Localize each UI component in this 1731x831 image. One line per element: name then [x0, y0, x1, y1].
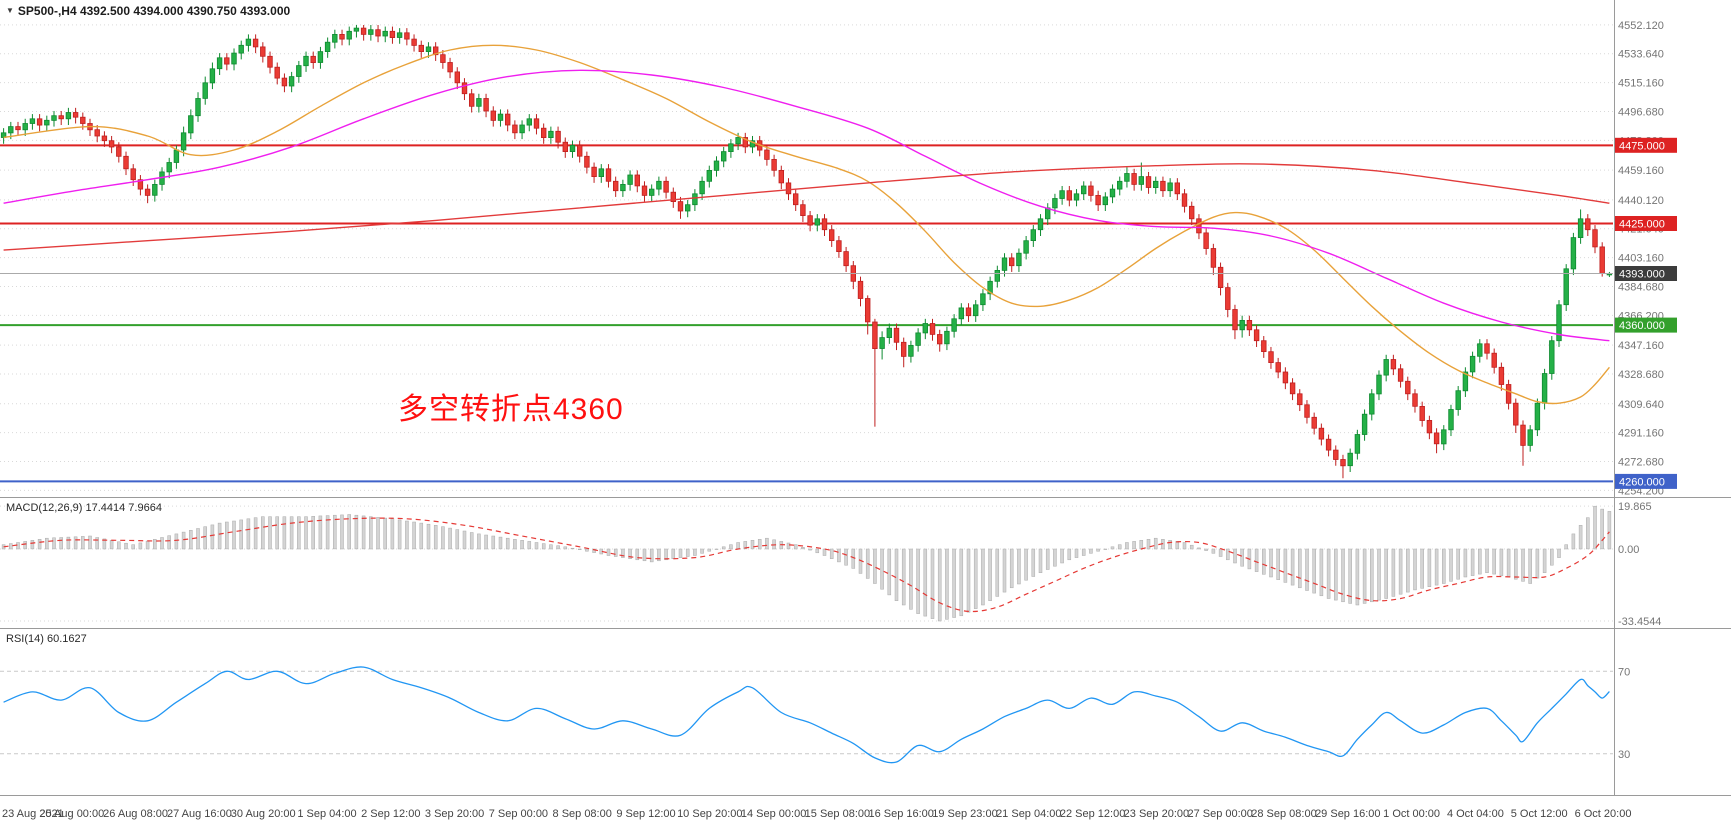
triangle-down-icon: ▼	[6, 6, 14, 15]
rsi-panel[interactable]: 70 30	[0, 666, 1630, 764]
axis-label: 4533.640	[1618, 49, 1664, 61]
axis-label: 26 Aug 08:00	[103, 808, 168, 820]
horizontal-price-lines[interactable]	[0, 144, 1613, 483]
price-tag	[1615, 317, 1677, 333]
axis-label: 1 Sep 04:00	[297, 808, 356, 820]
axis-label: 4475.000	[1619, 140, 1665, 152]
chart-ohlc-title: SP500-,H4 4392.500 4394.000 4390.750 439…	[17, 4, 291, 18]
axis-label: 29 Sep 16:00	[1315, 808, 1380, 820]
axis-label: 4496.680	[1618, 106, 1664, 118]
ma-fast-orange	[3, 44, 1610, 405]
price-gridlines	[0, 24, 1613, 491]
axis-label: 19 Sep 23:00	[932, 808, 997, 820]
axis-label: 23 Aug 2021	[2, 808, 64, 820]
chart-annotation[interactable]: 多空转折点4360	[398, 393, 624, 426]
axis-label: 70	[1618, 666, 1630, 678]
axis-label: 4403.160	[1618, 253, 1664, 265]
macd-label: MACD(12,26,9) 17.4414 7.9664	[6, 502, 162, 514]
axis-label: 4 Oct 04:00	[1447, 808, 1504, 820]
axis-label: 4384.680	[1618, 282, 1664, 294]
axis-label: 4425.000	[1619, 218, 1665, 230]
axis-label: 5 Oct 12:00	[1511, 808, 1568, 820]
axis-label: 4272.680	[1618, 457, 1664, 469]
price-tag	[1615, 266, 1677, 281]
axis-label: 6 Oct 20:00	[1575, 808, 1632, 820]
axis-label: 4309.640	[1618, 399, 1664, 411]
axis-label: 9 Sep 12:00	[616, 808, 675, 820]
axis-label: -33.4544	[1618, 616, 1661, 628]
axis-label: 4515.160	[1618, 78, 1664, 90]
axis-label: 22 Sep 12:00	[1060, 808, 1125, 820]
price-tag	[1615, 473, 1677, 489]
axis-label: 4440.120	[1618, 195, 1664, 207]
axis-label: 4459.160	[1618, 165, 1664, 177]
axis-label: 30 Aug 20:00	[231, 808, 296, 820]
axis-label: 0.00	[1618, 544, 1639, 556]
axis-label: 30	[1618, 749, 1630, 761]
rsi-label: RSI(14) 60.1627	[6, 633, 87, 645]
axis-label: 4552.120	[1618, 20, 1664, 32]
axis-label: 8 Sep 08:00	[553, 808, 612, 820]
price-axis[interactable]: 4552.1204533.6404515.1604496.6804478.200…	[1618, 20, 1664, 498]
axis-label: 28 Sep 08:00	[1251, 808, 1316, 820]
axis-label: 3 Sep 20:00	[425, 808, 484, 820]
price-tags: 4475.000 4425.000 4360.000 4260.000 4393.000	[1615, 137, 1677, 489]
axis-label: 23 Sep 20:00	[1124, 808, 1189, 820]
rsi-line	[3, 666, 1610, 764]
ma-slow-red	[3, 163, 1610, 251]
axis-label: 4260.000	[1619, 476, 1665, 488]
price-tag	[1615, 216, 1677, 231]
axis-label: 2 Sep 12:00	[361, 808, 420, 820]
chart-title: ▼ SP500-,H4 4392.500 4394.000 4390.750 43…	[6, 4, 290, 18]
axis-label: 27 Aug 16:00	[167, 808, 232, 820]
axis-label: 14 Sep 00:00	[741, 808, 806, 820]
axis-label: 10 Sep 20:00	[677, 808, 742, 820]
axis-label: 25 Aug 00:00	[39, 808, 104, 820]
axis-label: 15 Sep 08:00	[805, 808, 870, 820]
axis-label: 4328.680	[1618, 369, 1664, 381]
axis-label: 27 Sep 00:00	[1187, 808, 1252, 820]
axis-label: 1 Oct 00:00	[1383, 808, 1440, 820]
macd-signal-line	[3, 517, 1610, 613]
macd-histogram	[1, 505, 1612, 622]
axis-label: 4393.000	[1619, 269, 1665, 281]
axis-label: 7 Sep 00:00	[489, 808, 548, 820]
price-tag	[1615, 137, 1677, 153]
axis-label: 19.865	[1618, 501, 1652, 513]
axis-label: 4347.160	[1618, 340, 1664, 352]
ma-mid-magenta	[3, 69, 1610, 342]
axis-label: 21 Sep 04:00	[996, 808, 1061, 820]
axis-label: 16 Sep 16:00	[868, 808, 933, 820]
axis-label: 4360.000	[1619, 320, 1665, 332]
panel-separators[interactable]	[0, 0, 1731, 796]
moving-averages	[3, 44, 1610, 405]
candlestick-series[interactable]	[0, 25, 1613, 479]
axis-label: 4291.160	[1618, 428, 1664, 440]
